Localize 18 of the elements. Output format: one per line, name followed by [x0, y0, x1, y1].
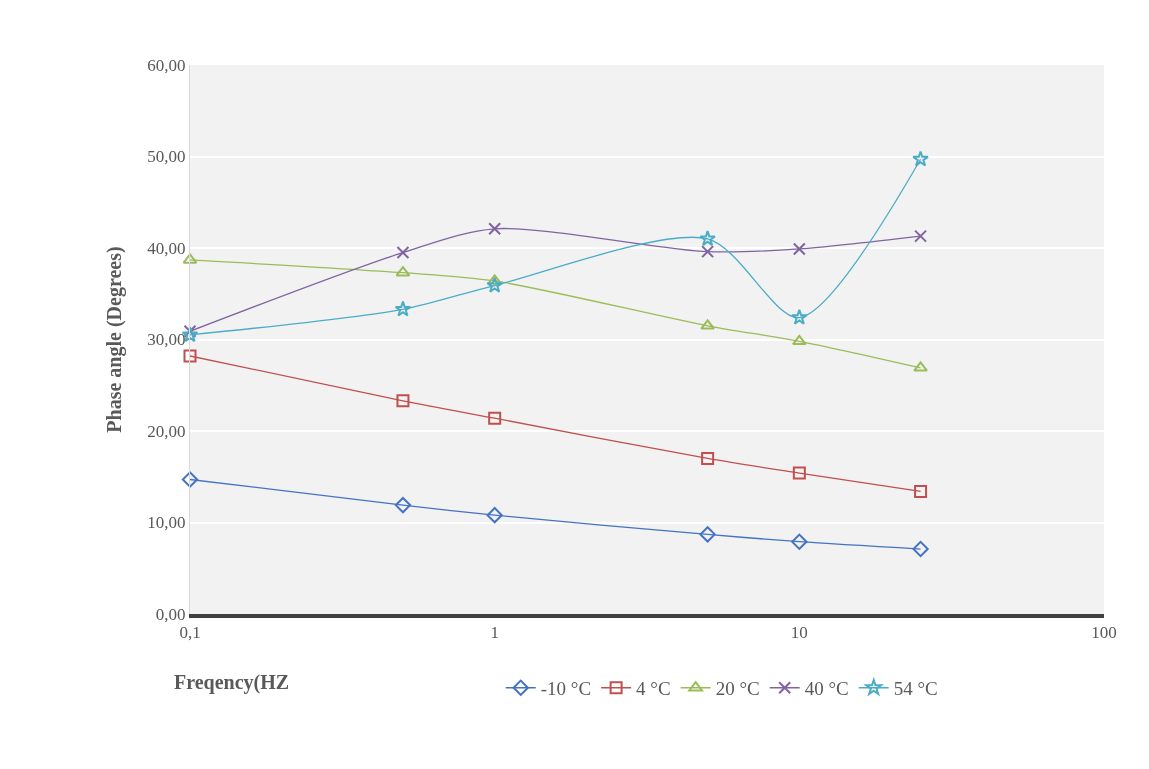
legend-label: 4 °C: [636, 678, 671, 700]
y-tick-label: 0,00: [155, 604, 186, 624]
y-axis-title: Phase angle (Degrees): [102, 246, 126, 433]
x-tick-label: 0,1: [179, 623, 201, 643]
legend-label: 20 °C: [715, 678, 760, 700]
legend-label: 40 °C: [804, 678, 849, 700]
x-axis-title: Freqency(HZ: [174, 671, 290, 694]
y-tick-label: 30,00: [147, 330, 186, 350]
y-tick-label: 10,00: [147, 513, 186, 533]
x-tick-label: 100: [1091, 623, 1117, 643]
legend-label: -10 °C: [540, 678, 592, 700]
legend-label: 54 °C: [893, 678, 938, 700]
x-tick-label: 10: [790, 623, 808, 643]
y-tick-label: 40,00: [147, 238, 186, 258]
y-tick-label: 50,00: [147, 147, 186, 167]
y-tick-label: 60,00: [147, 55, 186, 75]
x-tick-label: 1: [490, 623, 499, 643]
y-tick-label: 20,00: [147, 421, 186, 441]
